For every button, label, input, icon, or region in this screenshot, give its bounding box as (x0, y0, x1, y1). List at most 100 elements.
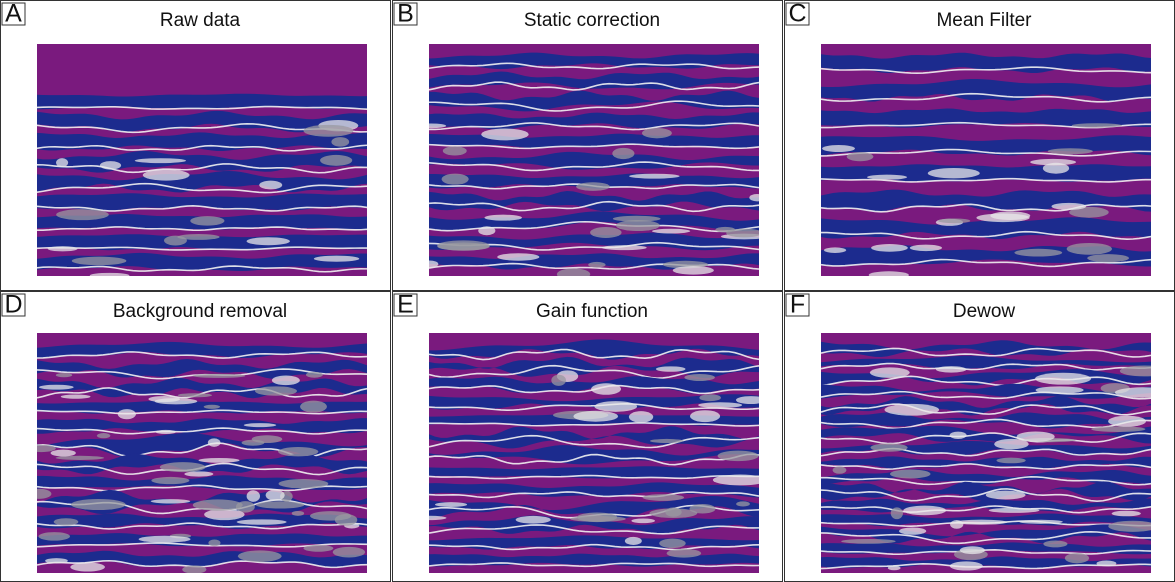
blue-band (37, 252, 367, 272)
blue-band (821, 542, 1151, 555)
white-scatter (255, 501, 305, 509)
white-scatter (313, 255, 360, 262)
white-scatter (699, 394, 721, 402)
white-scatter (37, 488, 52, 499)
blue-band (37, 533, 367, 547)
white-reflector (821, 258, 1151, 268)
white-scatter (717, 450, 759, 462)
white-scatter (47, 246, 78, 252)
white-scatter (151, 476, 190, 485)
white-scatter (155, 429, 177, 434)
blue-band (37, 234, 367, 251)
blue-band (821, 440, 1151, 456)
white-reflector (37, 205, 367, 212)
white-scatter (38, 532, 70, 541)
white-scatter (935, 366, 967, 373)
white-scatter (1114, 387, 1151, 398)
white-scatter (866, 174, 908, 180)
white-scatter (305, 371, 323, 378)
white-reflector (429, 422, 759, 427)
white-reflector (37, 265, 367, 273)
white-scatter (887, 565, 901, 571)
blue-band (37, 359, 367, 379)
white-reflector (429, 562, 759, 568)
white-scatter (689, 504, 716, 514)
white-scatter (37, 444, 56, 453)
white-scatter (624, 536, 642, 545)
white-scatter (672, 266, 714, 275)
white-scatter (320, 154, 353, 166)
blue-band (429, 71, 759, 90)
panel-letter: E (397, 291, 414, 319)
white-reflector (37, 105, 367, 110)
blue-band (37, 193, 367, 212)
radargram (429, 44, 759, 276)
blue-band (37, 453, 367, 475)
air-layer (37, 44, 367, 93)
white-reflector (429, 62, 759, 70)
white-scatter (159, 462, 206, 473)
blue-band (429, 90, 759, 112)
white-scatter (300, 400, 327, 413)
white-scatter (1111, 510, 1141, 517)
white-scatter (889, 469, 931, 479)
white-reflector (821, 463, 1151, 471)
letter-box (1, 2, 26, 26)
white-scatter (207, 438, 221, 447)
white-scatter (254, 386, 298, 396)
blue-band (821, 396, 1151, 416)
white-scatter (89, 272, 130, 276)
white-scatter (71, 256, 127, 266)
white-scatter (899, 527, 927, 535)
blue-band (429, 394, 759, 411)
panel-title: Raw data (160, 10, 241, 31)
white-scatter (515, 515, 551, 524)
white-scatter (649, 438, 684, 444)
white-scatter (735, 396, 759, 405)
white-scatter (573, 410, 619, 422)
blue-band (821, 498, 1151, 513)
white-scatter (303, 544, 334, 552)
blue-band (429, 356, 759, 379)
white-scatter (871, 244, 908, 252)
white-scatter (1042, 162, 1070, 174)
panel-letter: D (4, 291, 22, 319)
white-reflector (37, 409, 367, 415)
blue-band (429, 495, 759, 519)
white-scatter (649, 508, 698, 519)
white-scatter (1071, 123, 1122, 128)
white-scatter (868, 271, 909, 276)
white-scatter (890, 507, 903, 520)
white-scatter (99, 161, 122, 170)
white-scatter (1096, 560, 1117, 567)
white-reflector (821, 447, 1151, 457)
white-scatter (1087, 254, 1130, 263)
blue-band (821, 355, 1151, 370)
white-scatter (241, 439, 265, 446)
white-reflector (37, 226, 367, 232)
white-scatter (698, 402, 743, 408)
white-scatter (996, 457, 1026, 464)
white-scatter (949, 431, 967, 439)
white-reflector (821, 432, 1151, 445)
white-scatter (1108, 415, 1147, 427)
white-scatter (50, 449, 76, 457)
white-scatter (71, 498, 126, 511)
white-reflector (429, 81, 759, 91)
blue-band (37, 110, 367, 133)
white-scatter (985, 490, 1026, 500)
blue-band (821, 340, 1151, 358)
blue-band (429, 515, 759, 535)
white-scatter (612, 147, 635, 160)
white-scatter (437, 242, 490, 251)
white-scatter (749, 194, 759, 202)
white-reflector (821, 66, 1151, 74)
white-scatter (429, 123, 447, 129)
white-scatter (237, 550, 282, 562)
white-scatter (1047, 148, 1093, 155)
white-reflector (37, 351, 367, 359)
blue-band (37, 513, 367, 529)
white-scatter (190, 216, 225, 226)
white-scatter (208, 539, 221, 547)
letter-box (393, 293, 418, 317)
